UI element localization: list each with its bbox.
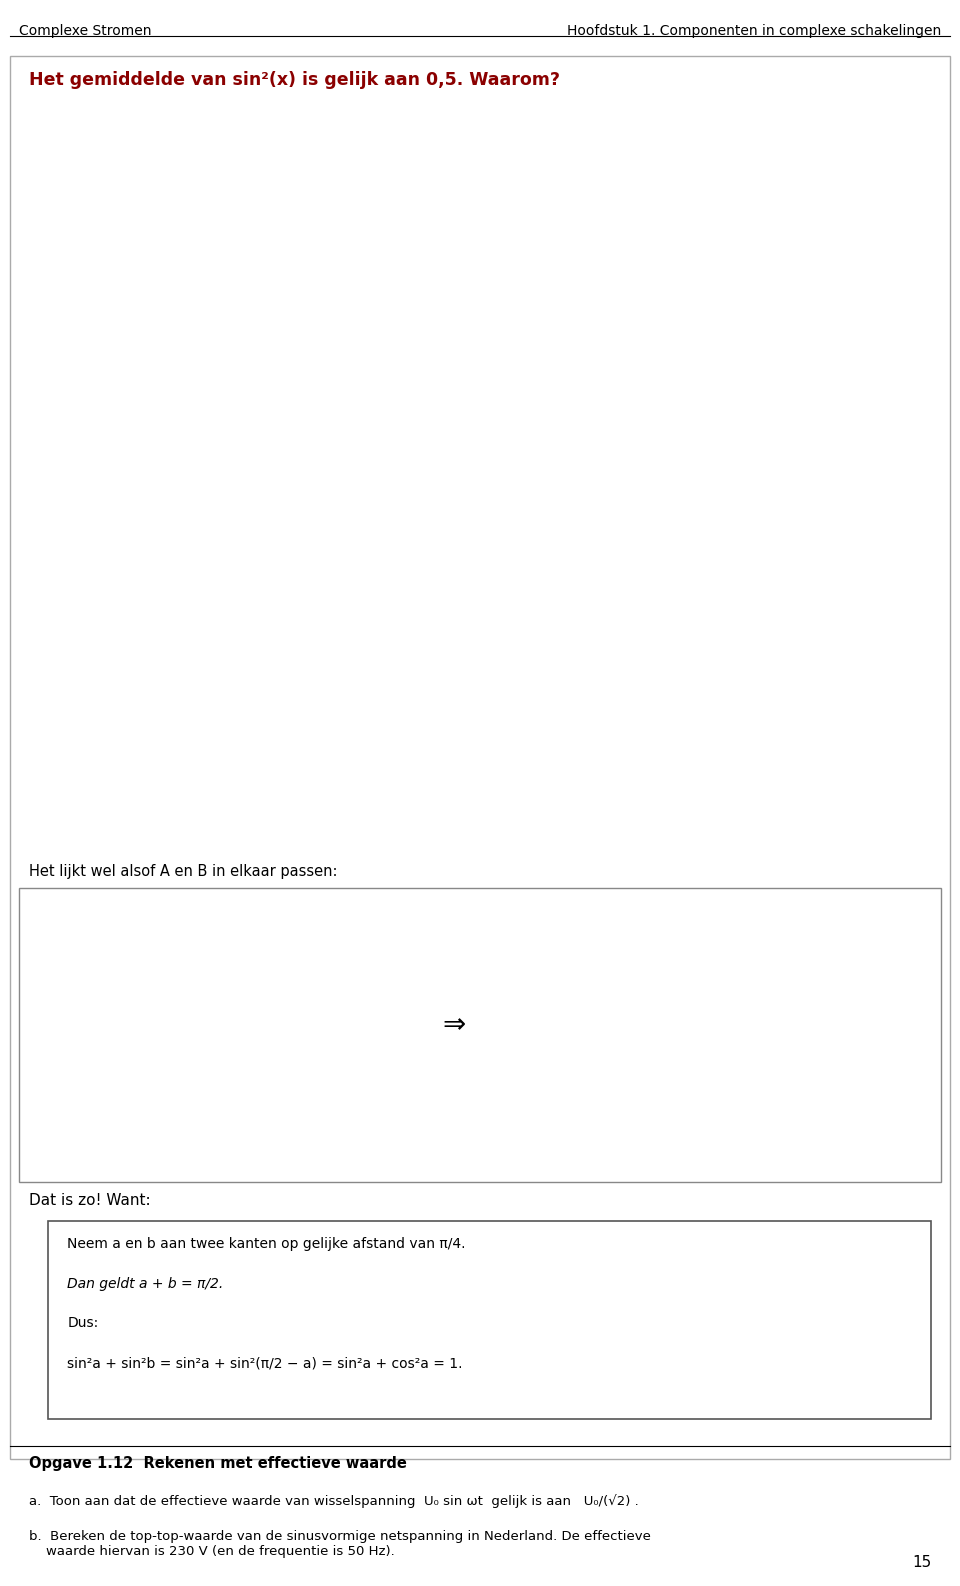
Text: sin$^2$a: sin$^2$a (122, 1036, 153, 1052)
Text: $\pi$: $\pi$ (494, 474, 504, 487)
Text: sin²a + sin²b = sin²a + sin²(π/2 − a) = sin²a + cos²a = 1.: sin²a + sin²b = sin²a + sin²(π/2 − a) = … (67, 1356, 463, 1370)
Text: B: B (257, 563, 268, 577)
Text: De grafiek van sin(​x): De grafiek van sin(​x) (33, 113, 179, 127)
Text: Neem a en b aan twee kanten op gelijke afstand van π/4.: Neem a en b aan twee kanten op gelijke a… (67, 1237, 466, 1251)
Text: Dan geldt a + b = π/2.: Dan geldt a + b = π/2. (67, 1277, 224, 1291)
Text: A: A (149, 609, 160, 623)
Text: 15: 15 (912, 1556, 931, 1570)
Text: a.  Toon aan dat de effectieve waarde van wisselspanning  U₀ sin ωt  gelijk is a: a. Toon aan dat de effectieve waarde van… (29, 1494, 638, 1508)
Text: A: A (650, 1072, 660, 1085)
Text: B: B (650, 986, 660, 999)
Text: A: A (175, 1063, 184, 1075)
Text: $\pi$: $\pi$ (494, 855, 504, 868)
Text: $\pi$/2: $\pi$/2 (274, 855, 293, 869)
Text: Complexe Stromen: Complexe Stromen (19, 24, 152, 38)
Text: Het lijkt wel alsof A en B in elkaar passen:: Het lijkt wel alsof A en B in elkaar pas… (29, 864, 337, 879)
Text: $\sin(\pi/4) = \frac{1}{2}\sqrt{2}$: $\sin(\pi/4) = \frac{1}{2}\sqrt{2}$ (242, 354, 338, 376)
Text: En die van sin² (​x): En die van sin² (​x) (33, 493, 159, 508)
Text: sin$^2$b: sin$^2$b (206, 967, 238, 985)
Text: Dus:: Dus: (67, 1316, 99, 1331)
Text: sin$^2$b: sin$^2$b (820, 982, 836, 1012)
Text: Opgave 1.12  Rekenen met effectieve waarde: Opgave 1.12 Rekenen met effectieve waard… (29, 1456, 407, 1470)
Text: $\pi$/2: $\pi$/2 (274, 474, 293, 488)
Text: $\pi$/4: $\pi$/4 (165, 855, 185, 869)
Text: b: b (372, 1136, 381, 1150)
Text: a: a (185, 1136, 193, 1150)
Text: B: B (212, 1021, 222, 1034)
Text: Hoofdstuk 1. Componenten in complexe schakelingen: Hoofdstuk 1. Componenten in complexe sch… (566, 24, 941, 38)
Text: Dat is zo! Want:: Dat is zo! Want: (29, 1193, 151, 1207)
Text: b.  Bereken de top-top-waarde van de sinusvormige netspanning in Nederland. De e: b. Bereken de top-top-waarde van de sinu… (29, 1530, 651, 1559)
Text: Het gemiddelde van sin²(​x) is gelijk aan 0,5. Waarom?: Het gemiddelde van sin²(​x) is gelijk aa… (29, 71, 560, 89)
Text: sin$^2$a: sin$^2$a (683, 1131, 713, 1148)
Text: $\pi$/4: $\pi$/4 (165, 474, 185, 488)
Text: $(\sin(\pi/4))^2 = \frac{1}{2}$: $(\sin(\pi/4))^2 = \frac{1}{2}$ (245, 734, 336, 757)
Text: $\Rightarrow$: $\Rightarrow$ (437, 1009, 466, 1037)
